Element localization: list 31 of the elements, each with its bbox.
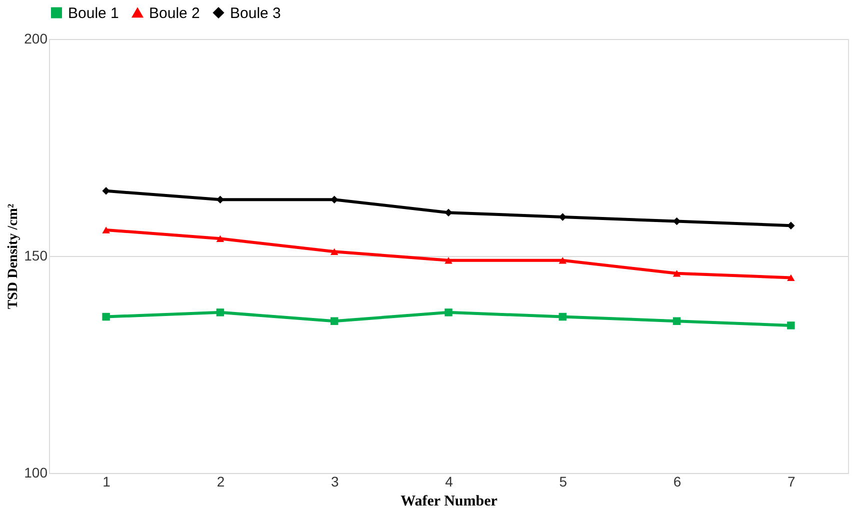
point — [102, 226, 110, 234]
x-tick-label: 7 — [788, 474, 796, 490]
point — [102, 312, 110, 321]
point — [444, 308, 452, 316]
point — [672, 317, 681, 325]
legend-label: Boule 3 — [230, 4, 281, 22]
point — [102, 187, 110, 195]
point — [216, 235, 224, 242]
x-tick-label: 1 — [102, 474, 111, 490]
x-tick-label: 4 — [445, 474, 454, 490]
y-tick-label: 150 — [24, 248, 48, 264]
x-tick-label: 2 — [216, 474, 225, 490]
point — [558, 312, 567, 321]
y-tick-label: 100 — [24, 464, 48, 480]
x-tick-label: 6 — [673, 474, 682, 490]
point — [330, 248, 338, 256]
point — [444, 208, 452, 216]
legend-label: Boule 2 — [149, 4, 200, 22]
y-axis-title: TSD Density /cm² — [6, 204, 22, 310]
point — [444, 256, 452, 264]
x-tick-label: 5 — [559, 474, 568, 490]
point — [787, 322, 795, 330]
y-tick-label: 200 — [24, 30, 48, 46]
x-tick-label: 3 — [330, 474, 339, 490]
point — [558, 256, 567, 264]
point — [216, 308, 224, 316]
point — [787, 274, 795, 282]
point — [330, 317, 338, 325]
x-axis-title: Wafer Number — [400, 494, 498, 510]
point — [672, 270, 681, 277]
legend-label: Boule 1 — [68, 4, 119, 22]
